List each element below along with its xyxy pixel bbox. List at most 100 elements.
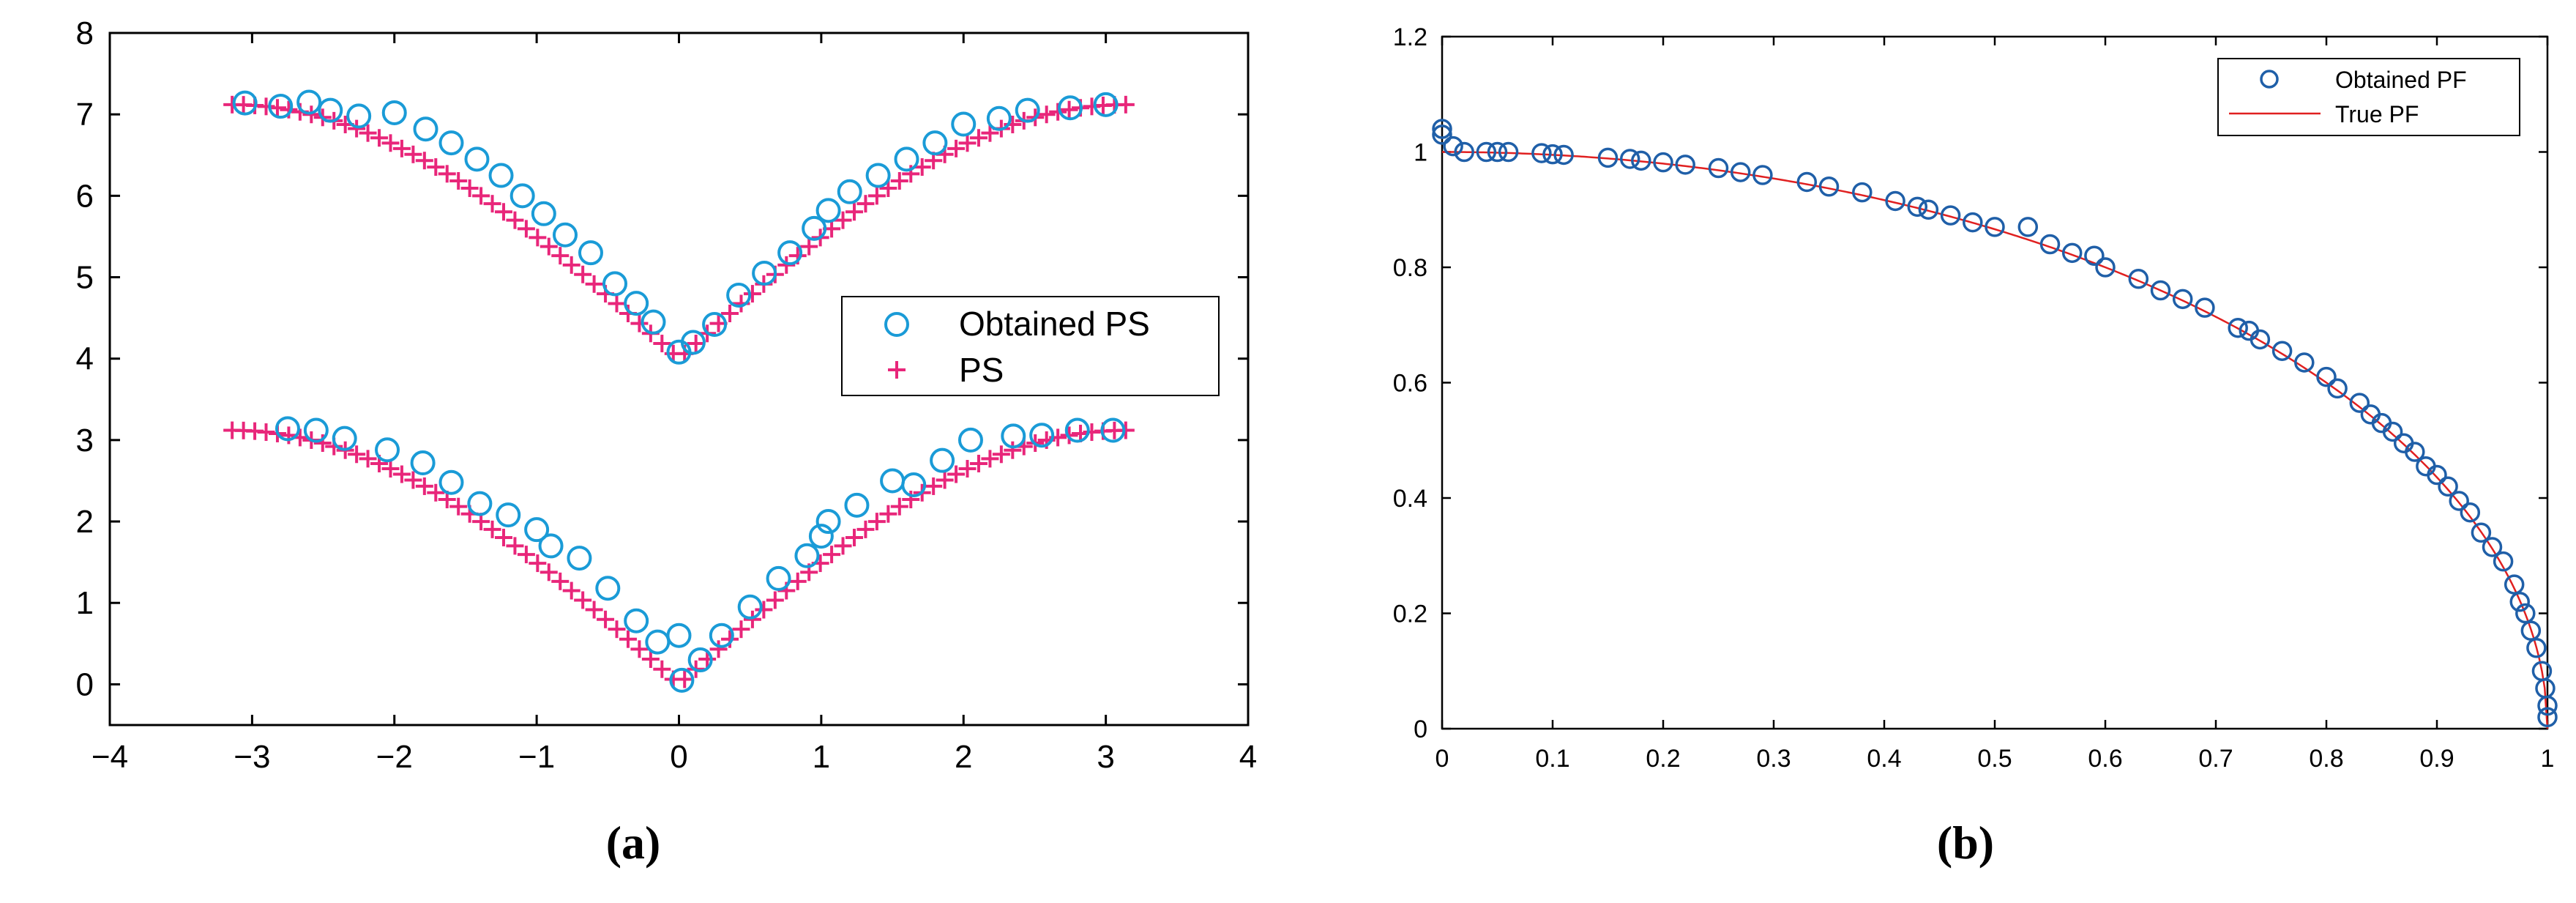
ps-marker [958, 134, 977, 152]
ps-marker [460, 179, 479, 198]
true-pf-line [1442, 151, 2549, 729]
ps-marker [427, 158, 445, 176]
ps-marker [958, 460, 977, 478]
obtained-ps-point [296, 89, 322, 115]
obtained-ps-point [488, 163, 514, 188]
obtained-ps-point [752, 260, 777, 286]
ps-marker [823, 546, 841, 564]
ps-marker [348, 119, 366, 138]
obtained-ps-point [413, 116, 438, 142]
ps-marker [755, 601, 773, 619]
obtained-pf-point [2250, 329, 2271, 350]
obtained-ps-point [901, 472, 927, 498]
obtained-pf-point [2228, 317, 2248, 338]
y-tick-label-b: 0.2 [1393, 601, 1427, 628]
obtained-ps-point [467, 491, 493, 516]
obtained-ps-point [1015, 97, 1040, 123]
ps-marker [992, 445, 1010, 464]
ps-marker [529, 228, 547, 247]
obtained-ps-point [1093, 92, 1119, 117]
ps-marker [348, 445, 366, 464]
obtained-ps-point [666, 623, 692, 648]
obtained-pf-point [1498, 141, 1519, 163]
y-tick-label-b: 0.4 [1393, 485, 1427, 513]
ps-marker [392, 465, 411, 483]
chart-panel-a: −4 −3 −2 −1 0 1 2 3 4 0 1 2 3 4 5 6 7 8 Obtained PS PS [76, 15, 1258, 775]
x-tick-label-a: −1 [518, 739, 555, 775]
x-tick-label-a: 1 [813, 739, 830, 775]
obtained-pf-point [1675, 155, 1695, 175]
ps-marker [540, 563, 558, 581]
obtained-pf-point [2316, 366, 2337, 387]
obtained-ps-point [986, 105, 1012, 131]
ps-marker [551, 572, 570, 590]
obtained-pf-point [1443, 135, 1463, 157]
ps-marker [1049, 103, 1067, 121]
obtained-pf-point [1730, 162, 1751, 182]
obtained-ps-point [531, 201, 556, 226]
obtained-ps-point [844, 492, 870, 518]
y-tick-label-b: 0.6 [1393, 370, 1427, 398]
x-tick-label-a: 0 [670, 739, 687, 775]
obtained-pf-point [2520, 620, 2542, 641]
obtained-pf-point [2349, 393, 2370, 413]
obtained-pf-point [2271, 341, 2293, 361]
obtained-ps-point [641, 309, 666, 335]
obtained-ps-point [624, 291, 649, 316]
ps-marker [302, 105, 321, 124]
obtained-ps-point [464, 146, 490, 172]
obtained-pf-point [2084, 245, 2105, 266]
obtained-ps-point [1029, 423, 1055, 448]
x-tick-label-a: 4 [1239, 739, 1257, 775]
x-tick-label-b: 0 [1436, 745, 1449, 773]
obtained-pf-point [2128, 269, 2149, 289]
ps-marker [1060, 100, 1078, 119]
obtained-pf-point [1963, 212, 1983, 233]
ps-marker [449, 171, 468, 190]
ps-marker [981, 450, 999, 468]
x-tick-label-a: −3 [234, 739, 270, 775]
ps-marker [925, 477, 943, 495]
legend-marker-obtained-pf [2260, 70, 2279, 89]
ps-marker [732, 620, 750, 639]
obtained-pf-point [2449, 491, 2469, 511]
y-tick-label-a: 3 [76, 423, 94, 458]
ps-marker [834, 537, 852, 555]
y-tick-label-b: 1.2 [1393, 23, 1427, 51]
obtained-ps-point [578, 240, 603, 266]
obtained-ps-point [802, 215, 827, 241]
ps-marker [867, 187, 886, 205]
y-tick-label-a: 0 [76, 666, 94, 702]
ps-marker [630, 640, 649, 658]
legend-label-true-pf: True PF [2335, 101, 2419, 127]
ps-marker [766, 591, 784, 609]
obtained-ps-point [275, 416, 300, 442]
ps-marker [641, 650, 660, 669]
obtained-ps-point [496, 502, 521, 528]
obtained-pf-point [1487, 141, 1508, 163]
obtained-pf-point [2509, 592, 2530, 612]
obtained-ps-point [930, 447, 955, 473]
obtained-ps-point [1001, 423, 1026, 449]
obtained-pf-point [1752, 165, 1773, 185]
ps-marker [630, 314, 649, 332]
obtained-pf-point [1852, 182, 1873, 203]
obtained-pf-point [1818, 176, 1840, 197]
ps-marker [721, 304, 739, 322]
ps-marker [562, 581, 580, 600]
y-tick-label-b: 0.8 [1393, 254, 1427, 282]
obtained-ps-point [268, 94, 294, 119]
y-tick-label-a: 5 [76, 260, 94, 296]
obtained-ps-point [1100, 417, 1126, 443]
ps-marker [856, 195, 875, 213]
ps-marker [1037, 105, 1056, 124]
obtained-pf-point [1653, 152, 1673, 173]
obtained-pf-point [2172, 289, 2193, 310]
plot-frame-b [1441, 35, 2549, 730]
ps-marker [597, 610, 615, 628]
obtained-pf-point [2150, 280, 2171, 301]
obtained-ps-point [538, 533, 564, 559]
obtained-ps-point [777, 240, 803, 266]
